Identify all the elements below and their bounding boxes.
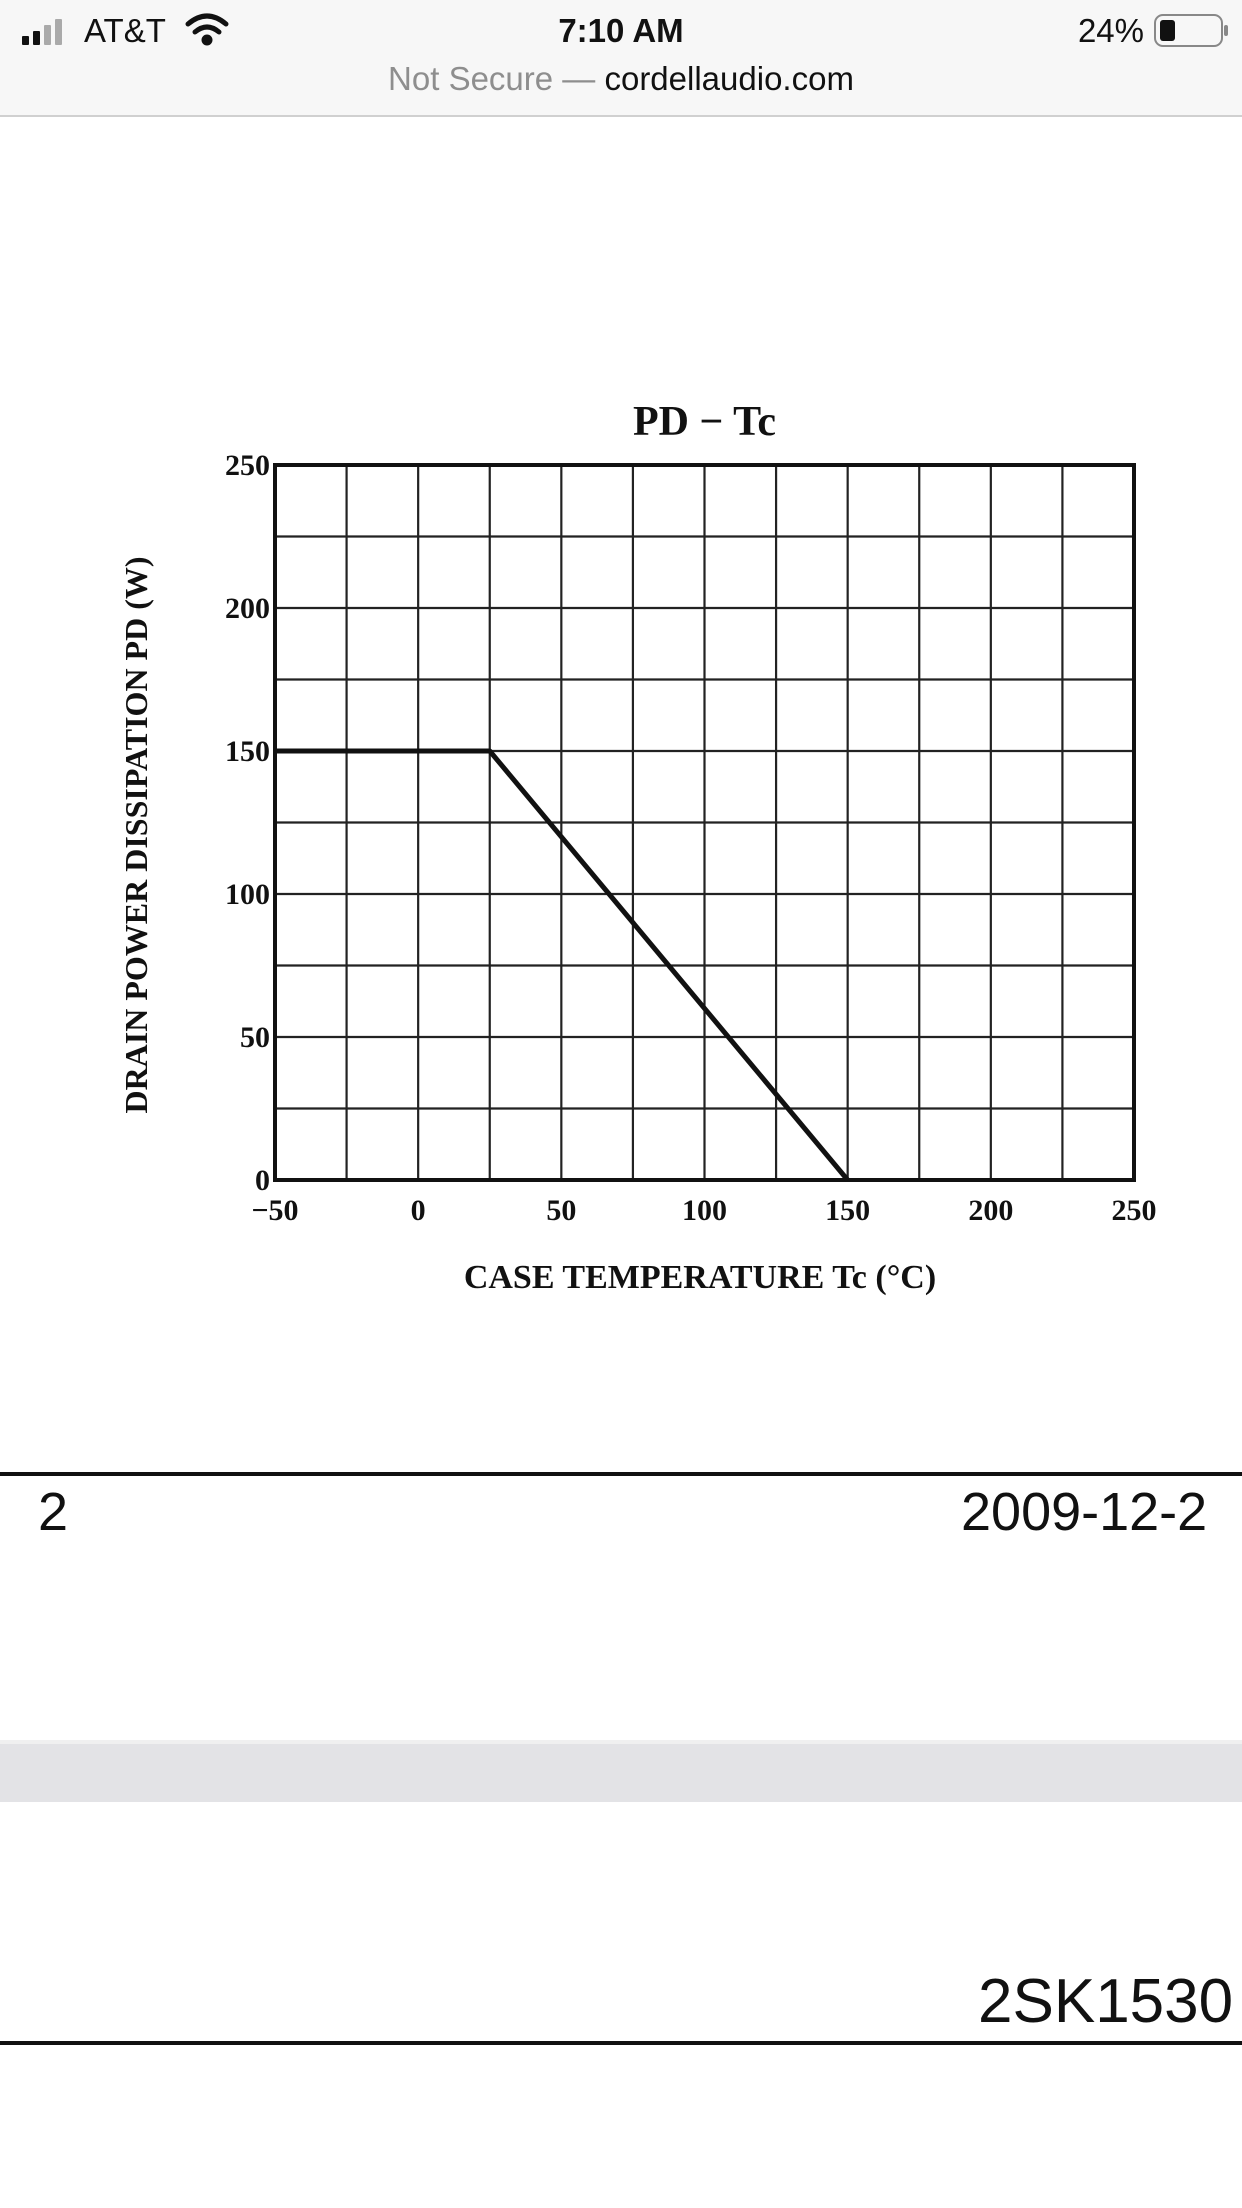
clock: 7:10 AM — [558, 12, 683, 49]
line — [275, 748, 850, 1182]
carrier: AT&T — [84, 12, 166, 49]
domain: cordellaudio.com — [604, 60, 853, 97]
x-axis-label: CASE TEMPERATURE Tc (°C) — [464, 1259, 936, 1296]
page-gap — [0, 1742, 1242, 1802]
x-tick-label: 250 — [1112, 1194, 1157, 1227]
browser-bar — [0, 0, 1242, 116]
battery-level: 24% — [1078, 12, 1144, 49]
plot-frame — [273, 463, 1136, 1182]
x-tick-label: 200 — [968, 1194, 1013, 1227]
security-label: Not Secure — — [388, 60, 595, 97]
address[interactable]: Not Secure — cordellaudio.com — [388, 60, 854, 97]
y-tick-label: 0 — [255, 1164, 270, 1197]
x-tick-label: 100 — [682, 1194, 727, 1227]
x-tick-label: −50 — [251, 1194, 298, 1227]
y-tick-label: 100 — [225, 878, 270, 911]
y-axis-label: DRAIN POWER DISSIPATION PD (W) — [118, 556, 154, 1113]
y-tick-label: 150 — [225, 735, 270, 768]
y-tick-label: 200 — [225, 592, 270, 625]
wifi-icon — [185, 13, 229, 46]
x-tick-label: 50 — [546, 1194, 576, 1227]
battery-icon — [1154, 14, 1228, 47]
date: 2009-12-2 — [961, 1482, 1207, 1542]
x-tick-label: 150 — [825, 1194, 870, 1227]
y-tick-label: 50 — [240, 1021, 270, 1054]
page-number: 2 — [38, 1482, 68, 1542]
chart-title: PD − Tc — [633, 399, 776, 445]
part-number: 2SK1530 — [978, 1967, 1233, 2036]
x-tick-label: 0 — [411, 1194, 426, 1227]
y-tick-label: 250 — [225, 449, 270, 482]
signal-icon — [22, 19, 62, 45]
